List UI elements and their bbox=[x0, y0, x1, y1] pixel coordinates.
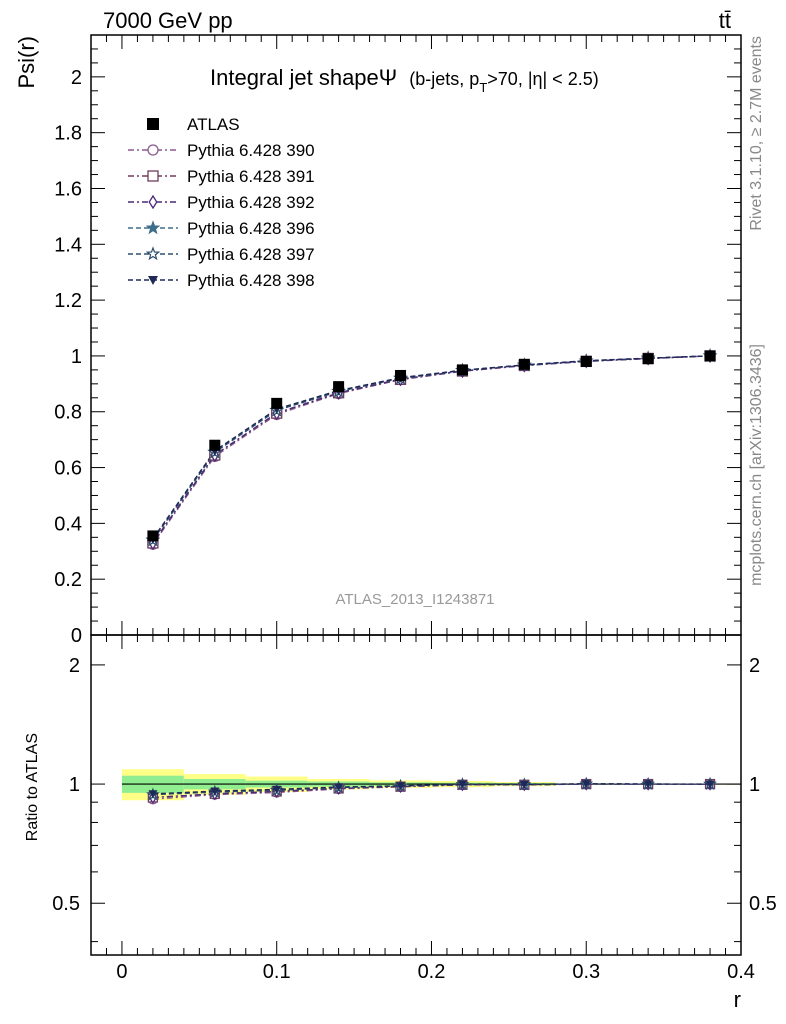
legend-atlas-label: ATLAS bbox=[187, 115, 240, 134]
ratio-y-tick-label-left: 2 bbox=[69, 655, 80, 677]
atlas-data-point bbox=[209, 439, 221, 451]
header-energy-label: 7000 GeV pp bbox=[103, 8, 233, 33]
series-line-1 bbox=[152, 355, 711, 544]
ratio-plot: 0 0.1 0.2 0.3 0.4 0.5 0.5 1 1 2 2 bbox=[52, 634, 777, 983]
y-tick-label: 0.6 bbox=[54, 458, 82, 480]
ratio-point-5 bbox=[396, 782, 406, 791]
ratio-point-5 bbox=[148, 790, 158, 799]
ratio-point-5 bbox=[705, 780, 715, 789]
x-tick-label: 0.3 bbox=[572, 961, 600, 983]
atlas-data-point bbox=[642, 353, 654, 365]
y-tick-label: 0.4 bbox=[54, 513, 82, 535]
x-tick-label: 0 bbox=[116, 961, 127, 983]
plot-title-sub-prefix: (b-jets, p bbox=[409, 69, 479, 89]
ratio-y-tick-label-left: 0.5 bbox=[52, 893, 80, 915]
plot-title-sub-suffix: >70, |η| < 2.5) bbox=[487, 69, 598, 89]
y-tick-label: 1.6 bbox=[54, 178, 82, 200]
atlas-data-point bbox=[580, 356, 592, 368]
plot-title: Integral jet shapeΨ (b-jets, pT>70, |η| … bbox=[210, 65, 599, 95]
legend: ATLAS Pythia 6.428 390 Pythia 6.428 391 Pyt… bbox=[128, 115, 315, 290]
atlas-data-point bbox=[456, 364, 468, 376]
y-tick-label: 1.2 bbox=[54, 290, 82, 312]
ratio-y-tick-label-left: 1 bbox=[69, 774, 80, 796]
x-tick-label: 0.2 bbox=[418, 961, 446, 983]
x-tick-label: 0.4 bbox=[727, 961, 755, 983]
ratio-y-tick-label-right: 0.5 bbox=[749, 893, 777, 915]
ratio-frame bbox=[90, 634, 742, 956]
legend-marker-2 bbox=[148, 194, 158, 210]
ratio-point-5 bbox=[581, 780, 591, 789]
y-tick-label: 0.8 bbox=[54, 402, 82, 424]
mcplots-reference-label: mcplots.cern.ch [arXiv:1306.3436] bbox=[748, 344, 765, 586]
legend-label-2: Pythia 6.428 392 bbox=[187, 193, 315, 212]
main-plot: 0 0.2 0.4 0.6 0.8 1 1.2 1.4 1.6 1.8 2 bbox=[54, 34, 742, 955]
main-y-axis-label: Psi(r) bbox=[14, 36, 39, 89]
legend-marker-0 bbox=[147, 144, 159, 156]
atlas-data-point bbox=[271, 397, 283, 409]
series-line-3 bbox=[152, 355, 711, 541]
y-tick-label: 1.4 bbox=[54, 234, 82, 256]
y-tick-label: 1 bbox=[71, 346, 82, 368]
y-tick-label: 0.2 bbox=[54, 569, 82, 591]
legend-label-5: Pythia 6.428 398 bbox=[187, 271, 315, 290]
atlas-data-point bbox=[704, 350, 716, 362]
x-axis-label: r bbox=[734, 987, 741, 1012]
series-line-0 bbox=[152, 355, 711, 545]
x-tick-label: 0.1 bbox=[263, 961, 291, 983]
ratio-point-5 bbox=[272, 785, 282, 794]
ratio-point-5 bbox=[519, 780, 529, 789]
ratio-point-5 bbox=[334, 783, 344, 792]
ratio-point-5 bbox=[643, 780, 653, 789]
series-line-5 bbox=[152, 355, 711, 540]
plot-title-main: Integral jet shapeΨ bbox=[210, 65, 397, 90]
atlas-data-point bbox=[147, 530, 159, 542]
legend-label-3: Pythia 6.428 396 bbox=[187, 219, 315, 238]
y-tick-label: 1.8 bbox=[54, 123, 82, 145]
legend-atlas-marker bbox=[147, 118, 159, 130]
legend-marker-1 bbox=[147, 170, 159, 182]
y-tick-label: 0 bbox=[71, 625, 82, 647]
legend-label-0: Pythia 6.428 390 bbox=[187, 141, 315, 160]
plot-title-sub-subscript: T bbox=[479, 80, 487, 95]
series-line-4 bbox=[152, 355, 711, 541]
ratio-y-axis-label: Ratio to ATLAS bbox=[24, 733, 41, 841]
legend-label-1: Pythia 6.428 391 bbox=[187, 167, 315, 186]
series-line-2 bbox=[152, 355, 711, 544]
atlas-data-point bbox=[333, 381, 345, 393]
analysis-watermark: ATLAS_2013_I1243871 bbox=[335, 591, 494, 608]
legend-marker-3 bbox=[145, 220, 161, 235]
legend-marker-4 bbox=[145, 246, 161, 261]
ratio-line-5 bbox=[152, 783, 711, 795]
ratio-y-tick-label-right: 1 bbox=[749, 774, 760, 796]
ratio-point-5 bbox=[210, 787, 220, 796]
y-tick-label: 2 bbox=[71, 67, 82, 89]
ratio-y-tick-label-right: 2 bbox=[749, 655, 760, 677]
atlas-data-point bbox=[395, 369, 407, 381]
legend-marker-5 bbox=[148, 276, 158, 285]
ratio-point-5 bbox=[457, 780, 467, 789]
legend-label-4: Pythia 6.428 397 bbox=[187, 245, 315, 264]
rivet-version-label: Rivet 3.1.10, ≥ 2.7M events bbox=[748, 36, 765, 231]
header-process-label: tt̄ bbox=[719, 8, 731, 33]
atlas-data-point bbox=[518, 358, 530, 370]
